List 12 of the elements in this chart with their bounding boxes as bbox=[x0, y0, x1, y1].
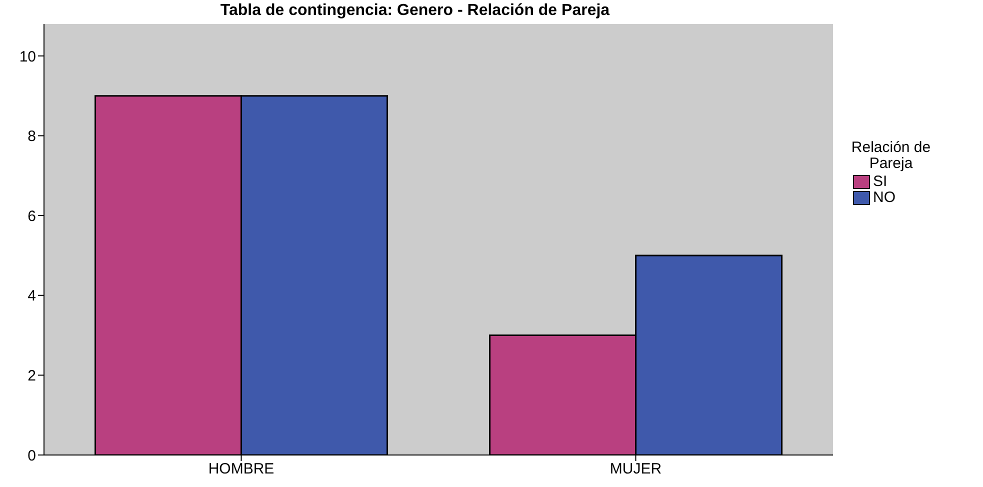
x-tick-label: MUJER bbox=[610, 460, 662, 478]
legend-label: NO bbox=[873, 189, 896, 206]
y-tick-label: 8 bbox=[28, 128, 36, 146]
y-tick-label: 2 bbox=[28, 368, 36, 385]
legend-label: SI bbox=[873, 173, 888, 190]
y-tick-label: 4 bbox=[28, 288, 36, 305]
y-tick-label: 10 bbox=[19, 48, 36, 66]
y-tick-label: 6 bbox=[28, 208, 36, 225]
legend-title: Relación de Pareja bbox=[850, 139, 932, 172]
y-tick-label: 0 bbox=[28, 447, 36, 464]
chart-title: Tabla de contingencia: Genero - Relación de Pareja bbox=[219, 1, 611, 20]
x-tick-label: HOMBRE bbox=[208, 460, 274, 478]
